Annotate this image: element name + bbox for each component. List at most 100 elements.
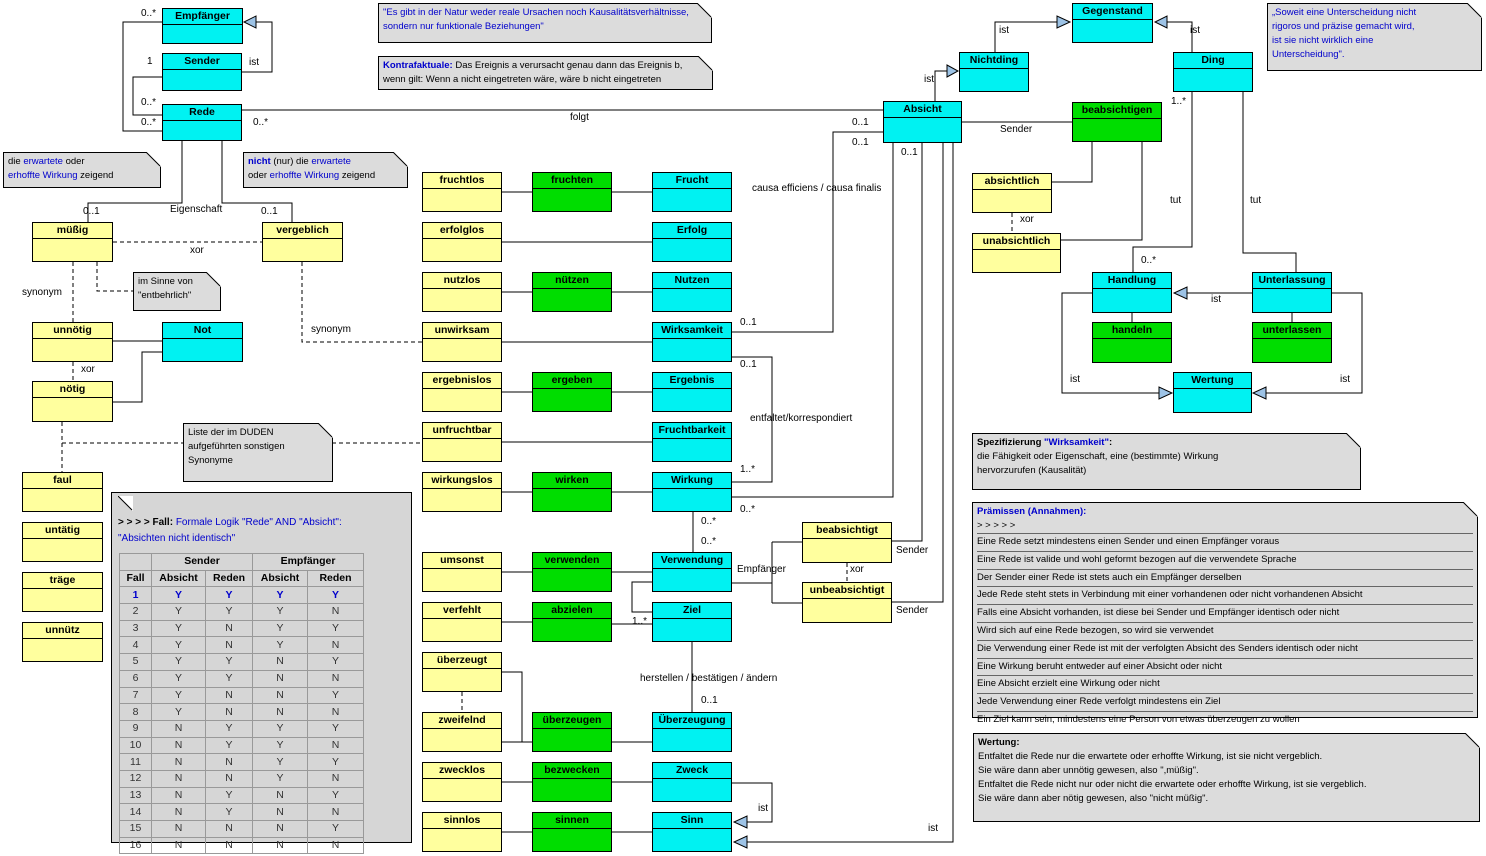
- note-line: wenn gilt: Wenn a nicht eingetreten wäre…: [383, 73, 708, 87]
- class-box-fruchten[interactable]: fruchten: [532, 172, 612, 212]
- class-box-unabsichtlich[interactable]: unabsichtlich: [972, 233, 1061, 273]
- table-cell-value: N: [151, 820, 206, 838]
- note-erwartete-wirkung[interactable]: die erwartete oder erhoffte Wirkung zeige…: [3, 152, 161, 188]
- class-box-title: Fruchtbarkeit: [653, 423, 731, 439]
- class-box-noetig[interactable]: nötig: [32, 381, 113, 422]
- note-wertung-text[interactable]: Wertung: Entfaltet die Rede nur die erwa…: [973, 733, 1480, 822]
- class-box-unterlassung[interactable]: Unterlassung: [1252, 272, 1332, 313]
- class-box-handeln[interactable]: handeln: [1092, 322, 1172, 363]
- class-box-sinnen[interactable]: sinnen: [532, 812, 612, 852]
- note-spezifizierung-wirksamkeit[interactable]: Spezifizierung "Wirksamkeit": die Fähigke…: [972, 433, 1361, 490]
- class-box-nuetzen[interactable]: nützen: [532, 272, 612, 312]
- class-box-erfolg[interactable]: Erfolg: [652, 222, 732, 262]
- class-box-bezwecken[interactable]: bezwecken: [532, 762, 612, 802]
- class-box-sinnlos[interactable]: sinnlos: [422, 812, 502, 852]
- class-box-zweifelnd[interactable]: zweifelnd: [422, 712, 502, 752]
- class-box-not[interactable]: Not: [162, 322, 243, 362]
- class-box-beabsichtigt[interactable]: beabsichtigt: [802, 522, 892, 563]
- table-cell-value: Y: [307, 753, 364, 771]
- class-box-fruchtbarkeit[interactable]: Fruchtbarkeit: [652, 422, 732, 462]
- class-box-handlung[interactable]: Handlung: [1092, 272, 1172, 313]
- class-box-fruchtlos[interactable]: fruchtlos: [422, 172, 502, 212]
- class-box-ueberzeugt[interactable]: überzeugt: [422, 652, 502, 692]
- note-nicht-nur-wirkung[interactable]: nicht (nur) die erwartete oder erhoffte W…: [243, 152, 408, 188]
- class-box-verwendung[interactable]: Verwendung: [652, 552, 732, 592]
- class-box-absicht[interactable]: Absicht: [883, 101, 962, 143]
- class-box-frucht[interactable]: Frucht: [652, 172, 732, 212]
- class-box-wertung[interactable]: Wertung: [1173, 372, 1252, 413]
- class-box-empfaenger[interactable]: Empfänger: [162, 8, 243, 44]
- note-line: „Soweit eine Unterscheidung nicht: [1272, 6, 1477, 20]
- class-box-zweck[interactable]: Zweck: [652, 762, 732, 802]
- class-box-unnuetz[interactable]: unnütz: [22, 622, 103, 662]
- truth-table-panel[interactable]: > > > > Fall: Formale Logik "Rede" AND "…: [111, 492, 412, 855]
- class-box-wirken[interactable]: wirken: [532, 472, 612, 512]
- premise-row: Der Sender einer Rede ist stets auch ein…: [977, 568, 1473, 587]
- class-box-rede[interactable]: Rede: [162, 104, 242, 141]
- class-box-ueberzeugung[interactable]: Überzeugung: [652, 712, 732, 752]
- class-box-title: unnötig: [33, 323, 112, 339]
- class-box-abzielen[interactable]: abzielen: [532, 602, 612, 642]
- note-quote-unterscheidung[interactable]: „Soweit eine Unterscheidung nicht rigoros…: [1267, 3, 1482, 71]
- class-box-ergebnis[interactable]: Ergebnis: [652, 372, 732, 412]
- note-kontrafaktuale[interactable]: Kontrafaktuale: Das Ereignis a verursach…: [378, 56, 713, 90]
- class-box-ziel[interactable]: Ziel: [652, 602, 732, 642]
- table-cell-value: Y: [151, 619, 206, 638]
- edge-label: 0..1: [83, 206, 100, 217]
- note-quote-ursachen[interactable]: "Es gibt in der Natur weder reale Ursach…: [378, 3, 712, 43]
- table-cell-value: N: [252, 786, 308, 805]
- class-box-sender[interactable]: Sender: [162, 53, 242, 91]
- class-box-wirkung[interactable]: Wirkung: [652, 472, 732, 512]
- class-box-sinn[interactable]: Sinn: [652, 812, 732, 852]
- note-text-segment: :: [1108, 437, 1113, 448]
- note-text-segment: "Es gibt in der Natur weder reale Ursach…: [383, 7, 689, 18]
- table-row: 14 N Y N N: [119, 803, 364, 821]
- table-row: 15 N N N Y: [119, 820, 364, 838]
- table-cell-fall: 8: [119, 703, 152, 721]
- edge-label: herstellen / bestätigen / ändern: [640, 673, 778, 684]
- note-im-sinne-von[interactable]: im Sinne von "entbehrlich": [133, 272, 221, 311]
- class-box-untaetig[interactable]: untätig: [22, 522, 103, 562]
- class-box-unterlassen[interactable]: unterlassen: [1252, 322, 1332, 363]
- class-box-erfolglos[interactable]: erfolglos: [422, 222, 502, 262]
- table-cell-value: N: [307, 769, 364, 788]
- class-box-title: Frucht: [653, 173, 731, 189]
- class-box-nichtding[interactable]: Nichtding: [959, 52, 1029, 92]
- class-box-muessig[interactable]: müßig: [32, 222, 113, 262]
- class-box-umsonst[interactable]: umsonst: [422, 552, 502, 592]
- class-box-zwecklos[interactable]: zwecklos: [422, 762, 502, 802]
- class-box-faul[interactable]: faul: [22, 472, 103, 512]
- note-praemissen[interactable]: Prämissen (Annahmen): > > > > > Eine Rede …: [972, 502, 1478, 725]
- class-box-title: abzielen: [533, 603, 611, 619]
- class-box-title: Absicht: [884, 102, 961, 118]
- class-box-unfruchtbar[interactable]: unfruchtbar: [422, 422, 502, 462]
- class-box-unbeabsichtigt[interactable]: unbeabsichtigt: [802, 582, 892, 623]
- class-box-gegenstand[interactable]: Gegenstand: [1072, 3, 1153, 43]
- table-cell-fall: 4: [119, 636, 152, 655]
- class-box-verwenden[interactable]: verwenden: [532, 552, 612, 592]
- class-box-nutzen[interactable]: Nutzen: [652, 272, 732, 312]
- note-duden-synonyme[interactable]: Liste der im DUDEN aufgeführten sonstigen…: [183, 423, 333, 482]
- table-cell-value: Y: [252, 736, 308, 755]
- class-box-ergebnislos[interactable]: ergebnislos: [422, 372, 502, 412]
- class-box-vergeblich[interactable]: vergeblich: [262, 222, 343, 262]
- class-box-unwirksam[interactable]: unwirksam: [422, 322, 502, 362]
- class-box-traege[interactable]: träge: [22, 572, 103, 612]
- class-box-title: Unterlassung: [1253, 273, 1331, 289]
- class-box-wirksamkeit[interactable]: Wirksamkeit: [652, 322, 732, 362]
- class-box-nutzlos[interactable]: nutzlos: [422, 272, 502, 312]
- class-box-verfehlt[interactable]: verfehlt: [422, 602, 502, 642]
- class-box-wirkungslos[interactable]: wirkungslos: [422, 472, 502, 512]
- class-box-ueberzeugen[interactable]: überzeugen: [532, 712, 612, 752]
- table-cell-value: Y: [252, 603, 308, 621]
- edge-label: Empfänger: [737, 564, 786, 575]
- class-box-ergeben[interactable]: ergeben: [532, 372, 612, 412]
- class-box-ding[interactable]: Ding: [1173, 52, 1253, 92]
- class-box-title: beabsichtigt: [803, 523, 891, 539]
- table-cell-fall: 12: [119, 769, 152, 788]
- class-box-unnoetig[interactable]: unnötig: [32, 322, 113, 362]
- class-box-beabsichtigen[interactable]: beabsichtigen: [1072, 102, 1162, 142]
- class-box-absichtlich[interactable]: absichtlich: [972, 173, 1052, 213]
